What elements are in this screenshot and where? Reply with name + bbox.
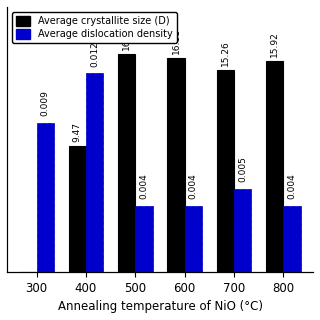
Bar: [217, 70, 234, 272]
X-axis label: Annealing temperature of NiO (°C): Annealing temperature of NiO (°C): [58, 300, 262, 313]
Text: 0.004: 0.004: [189, 173, 198, 199]
Bar: [167, 59, 185, 272]
Text: 0.009: 0.009: [41, 90, 50, 116]
Text: 0.012: 0.012: [90, 41, 99, 67]
Legend: Average crystallite size (D), Average dislocation density: Average crystallite size (D), Average di…: [12, 12, 177, 43]
Bar: [284, 205, 301, 272]
Bar: [185, 205, 202, 272]
Bar: [266, 61, 284, 272]
Text: 0.004: 0.004: [140, 173, 148, 199]
Text: 16.42: 16.42: [122, 25, 131, 50]
Bar: [135, 205, 153, 272]
Text: 15.92: 15.92: [270, 31, 279, 57]
Text: 0.004: 0.004: [288, 173, 297, 199]
Bar: [69, 146, 86, 272]
Text: 16.11: 16.11: [172, 28, 180, 54]
Bar: [118, 54, 135, 272]
Text: 15.26: 15.26: [221, 40, 230, 66]
Text: 0.005: 0.005: [238, 156, 247, 182]
Text: 9.47: 9.47: [73, 123, 82, 142]
Bar: [234, 189, 251, 272]
Bar: [86, 73, 103, 272]
Bar: [36, 123, 54, 272]
